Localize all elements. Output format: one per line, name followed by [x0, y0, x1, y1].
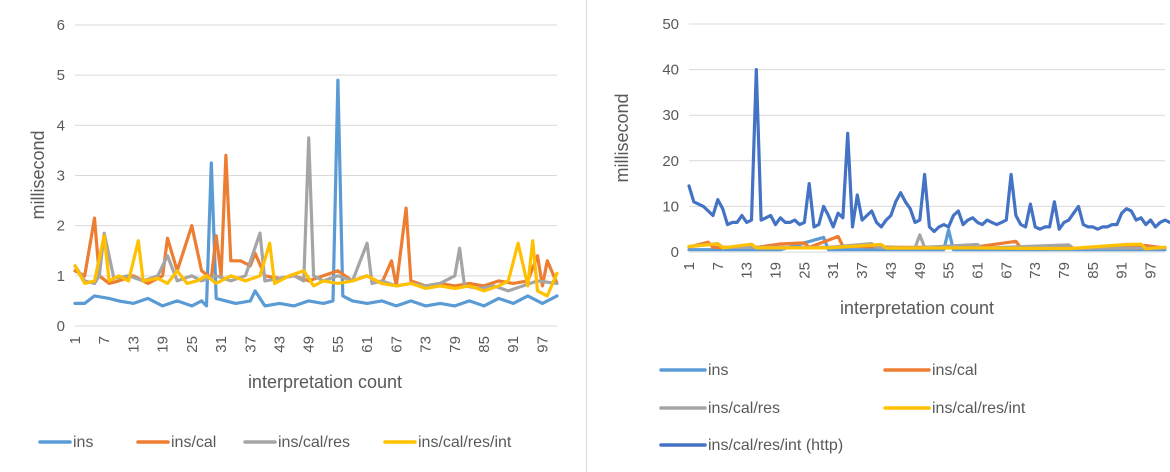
- legend-label: ins/cal/res: [708, 400, 780, 417]
- x-tick-label: 85: [476, 336, 493, 353]
- legend-label: ins/cal/res/int (http): [708, 437, 843, 454]
- series-line-ins: [73, 78, 559, 308]
- x-tick-label: 43: [883, 262, 900, 279]
- y-tick-label: 30: [662, 107, 679, 124]
- x-tick-label: 31: [213, 336, 230, 353]
- x-axis-title: interpretation count: [840, 298, 994, 318]
- y-tick-label: 2: [57, 218, 65, 235]
- y-axis-title: millisecond: [28, 130, 48, 219]
- legend-label: ins/cal/res/int: [932, 400, 1026, 417]
- x-tick-label: 25: [796, 262, 813, 279]
- y-tick-label: 6: [57, 17, 65, 34]
- x-tick-label: 61: [359, 336, 376, 353]
- x-tick-label: 37: [242, 336, 259, 353]
- x-tick-label: 1: [67, 336, 84, 344]
- legend-label: ins: [73, 434, 93, 451]
- x-tick-label: 67: [998, 262, 1015, 279]
- x-tick-label: 61: [969, 262, 986, 279]
- y-tick-label: 40: [662, 62, 679, 79]
- chart-divider: [586, 0, 587, 472]
- x-axis-title: interpretation count: [248, 372, 402, 392]
- y-tick-label: 20: [662, 153, 679, 170]
- x-tick-label: 97: [534, 336, 551, 353]
- x-tick-label: 25: [184, 336, 201, 353]
- y-tick-label: 3: [57, 168, 65, 185]
- x-tick-label: 91: [1114, 262, 1131, 279]
- y-tick-label: 1: [57, 268, 65, 285]
- x-tick-label: 85: [1085, 262, 1102, 279]
- x-tick-label: 13: [125, 336, 142, 353]
- x-tick-label: 55: [330, 336, 347, 353]
- x-tick-label: 91: [505, 336, 522, 353]
- x-tick-label: 19: [155, 336, 172, 353]
- series-line-ins-cal-res-int: [73, 234, 559, 298]
- series-line-ins-cal: [73, 153, 559, 288]
- x-tick-label: 97: [1143, 262, 1160, 279]
- x-tick-label: 19: [768, 262, 785, 279]
- y-tick-label: 10: [662, 198, 679, 215]
- series-line-ins-cal-res: [73, 136, 559, 293]
- series-line-ins-cal-res-int: [687, 242, 1167, 251]
- legend-label: ins/cal: [932, 362, 977, 379]
- legend-label: ins/cal: [171, 434, 216, 451]
- x-tick-label: 43: [271, 336, 288, 353]
- y-tick-label: 50: [662, 16, 679, 33]
- x-tick-label: 49: [912, 262, 929, 279]
- x-tick-label: 31: [825, 262, 842, 279]
- x-tick-label: 13: [739, 262, 756, 279]
- y-tick-label: 4: [57, 117, 65, 134]
- x-tick-label: 1: [681, 262, 698, 270]
- y-tick-label: 5: [57, 67, 65, 84]
- legend-label: ins: [708, 362, 728, 379]
- y-tick-label: 0: [57, 318, 65, 335]
- x-tick-label: 7: [96, 336, 113, 344]
- x-tick-label: 73: [1027, 262, 1044, 279]
- y-tick-label: 0: [671, 244, 679, 261]
- chart-right: 0 10 20 30 40 50 1 7 13 19 25 31 37 43 49 55 61 67 73 79 85 9…: [612, 16, 1170, 454]
- x-tick-label: 67: [388, 336, 405, 353]
- x-tick-label: 79: [1056, 262, 1073, 279]
- y-axis-title: millisecond: [612, 93, 632, 182]
- x-tick-label: 79: [447, 336, 464, 353]
- x-tick-label: 55: [941, 262, 958, 279]
- legend-label: ins/cal/res: [278, 434, 350, 451]
- x-tick-label: 37: [854, 262, 871, 279]
- x-tick-label: 49: [301, 336, 318, 353]
- series-line-ins-cal-res: [687, 233, 1167, 250]
- legend-label: ins/cal/res/int: [418, 434, 512, 451]
- series-line-ins-cal-res-int-http-: [687, 68, 1170, 234]
- x-tick-label: 7: [710, 262, 727, 270]
- x-tick-label: 73: [418, 336, 435, 353]
